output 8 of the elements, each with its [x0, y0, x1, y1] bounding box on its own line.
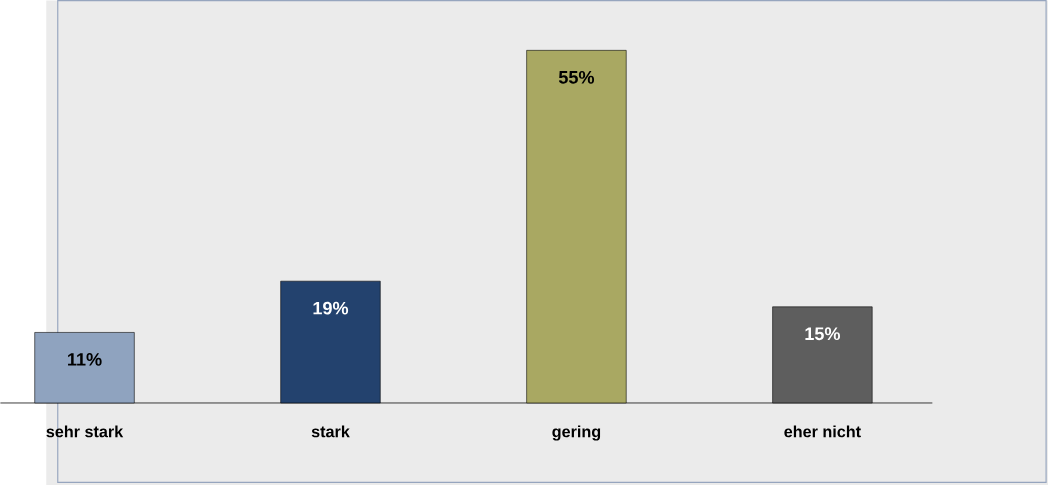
x-tick-label: eher nicht — [784, 425, 861, 438]
data-label: 11% — [68, 352, 102, 366]
data-label: 15% — [805, 327, 841, 341]
x-tick-label: stark — [311, 425, 350, 438]
x-tick-label: sehr stark — [46, 425, 124, 438]
data-label: 19% — [313, 301, 349, 315]
x-tick-label: gering — [552, 425, 601, 441]
data-label: 55% — [558, 70, 595, 84]
